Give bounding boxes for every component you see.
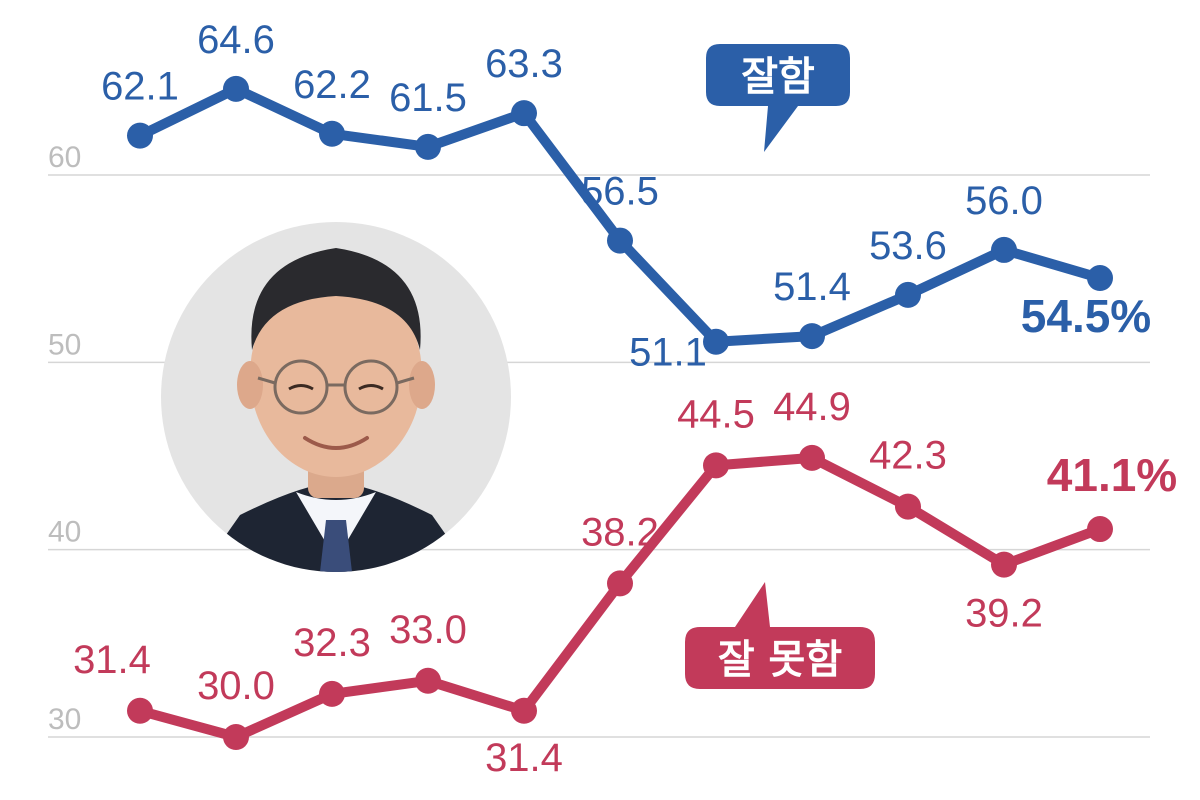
- data-label-s1-1: 30.0: [197, 664, 275, 708]
- point-s1-3: [415, 667, 441, 694]
- y-axis-ticks: 30 40 50 60: [48, 141, 81, 736]
- legend-bubble-good: 잘함: [706, 44, 850, 152]
- legend-label-good: 잘함: [741, 54, 815, 100]
- data-label-s1-0: 31.4: [73, 638, 151, 682]
- data-label-s1-10: 41.1%: [1047, 449, 1177, 501]
- point-s0-0: [127, 122, 153, 149]
- point-s1-2: [319, 680, 345, 707]
- point-s0-3: [415, 133, 441, 160]
- data-label-s1-6: 44.5: [677, 392, 755, 436]
- y-tick-40: 40: [48, 516, 81, 549]
- data-label-s0-3: 61.5: [389, 76, 467, 120]
- data-label-s0-8: 53.6: [869, 224, 947, 268]
- data-label-s1-5: 38.2: [581, 510, 659, 554]
- data-label-s0-4: 63.3: [485, 42, 563, 86]
- point-s1-7: [799, 444, 825, 471]
- point-s0-4: [511, 100, 537, 127]
- data-label-s1-9: 39.2: [965, 592, 1043, 636]
- y-tick-30: 30: [48, 703, 81, 736]
- point-s1-5: [607, 570, 633, 597]
- point-s0-9: [991, 236, 1017, 263]
- point-s0-1: [223, 75, 249, 102]
- point-s0-5: [607, 227, 633, 254]
- point-s1-8: [895, 493, 921, 520]
- series-points: [127, 75, 1113, 750]
- data-labels: 62.1 64.6 62.2 61.5 63.3 56.5 51.1 51.4 53.6 56.0…: [73, 18, 1177, 780]
- point-s1-1: [223, 724, 249, 750]
- data-label-s0-6: 51.1: [629, 331, 707, 375]
- point-s0-7: [799, 323, 825, 350]
- data-label-s0-2: 62.2: [293, 63, 371, 107]
- data-label-s1-4: 31.4: [485, 736, 563, 780]
- point-s0-6: [703, 328, 729, 355]
- data-label-s1-8: 42.3: [869, 434, 947, 478]
- point-s1-4: [511, 697, 537, 724]
- y-tick-50: 50: [48, 328, 81, 361]
- data-label-s0-9: 56.0: [965, 179, 1043, 223]
- data-label-s0-7: 51.4: [773, 265, 851, 309]
- data-label-s1-3: 33.0: [389, 608, 467, 652]
- person-portrait-icon: [161, 222, 511, 572]
- data-label-s1-7: 44.9: [773, 385, 851, 429]
- point-s1-0: [127, 697, 153, 724]
- point-s0-2: [319, 120, 345, 147]
- data-label-s1-2: 32.3: [293, 621, 371, 665]
- point-s0-10: [1087, 265, 1113, 292]
- point-s1-10: [1087, 516, 1113, 543]
- legend-bubble-bad: 잘 못함: [685, 582, 875, 689]
- data-label-s0-0: 62.1: [101, 65, 179, 109]
- data-label-s0-5: 56.5: [581, 170, 659, 214]
- point-s1-9: [991, 551, 1017, 578]
- y-tick-60: 60: [48, 141, 81, 174]
- point-s1-6: [703, 452, 729, 479]
- data-label-s0-10: 54.5%: [1021, 290, 1151, 342]
- point-s0-8: [895, 281, 921, 308]
- legend-label-bad: 잘 못함: [718, 637, 843, 683]
- data-label-s0-1: 64.6: [197, 18, 275, 62]
